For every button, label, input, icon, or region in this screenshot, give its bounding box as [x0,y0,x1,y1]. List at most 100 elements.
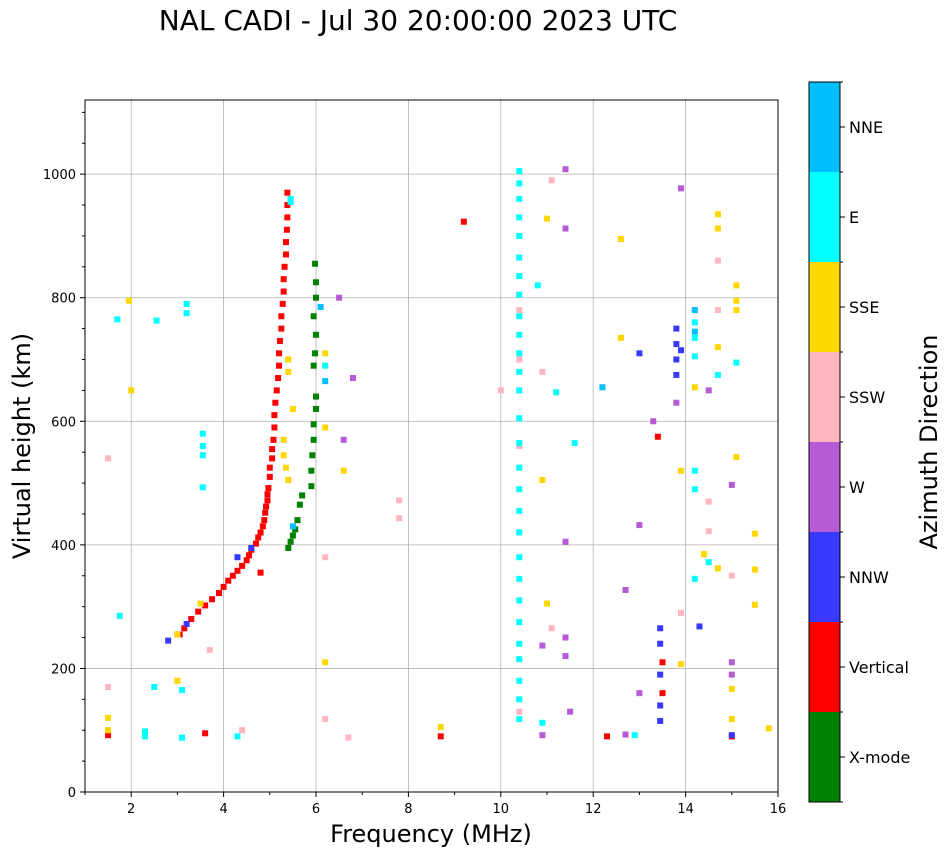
data-point-vertical [266,473,273,480]
data-point-vertical [273,387,280,394]
data-point-sse [733,282,740,289]
colorbar-tick-label: X-mode [849,748,910,767]
data-point-x-mode [313,331,319,338]
data-point-e [516,168,523,175]
data-point-sse [714,344,721,351]
data-point-e [516,619,523,626]
data-point-x-mode [312,350,319,357]
data-point-x-mode [313,405,319,412]
data-point-vertical [202,730,209,737]
data-point-vertical [284,202,291,209]
data-point-nnw [673,325,680,332]
data-point-vertical [276,362,283,369]
data-point-sse [105,714,112,721]
data-point-vertical [225,577,232,584]
data-point-sse [617,334,624,341]
data-point-sse [751,566,758,573]
data-point-nnw [657,717,664,724]
data-point-sse [105,727,112,734]
data-point-ssw [322,716,329,723]
data-point-e [553,389,560,396]
data-point-sse [322,424,329,431]
data-point-nnw [636,350,643,357]
data-point-sse [765,725,772,732]
data-point-nnw [248,544,255,551]
data-point-ssw [516,307,523,314]
data-point-vertical [269,446,276,453]
x-tick-label: 16 [770,802,787,817]
colorbar-tick-label: SSE [849,298,879,317]
data-point-e [516,677,523,684]
data-point-e [116,612,123,619]
colorbar-frame [808,81,841,803]
data-point-nnw [657,625,664,632]
data-point-sse [128,387,135,394]
data-point-nne [691,328,698,335]
y-tick-label: 200 [51,662,76,677]
data-point-sse [322,659,329,666]
data-point-w [650,418,657,425]
data-point-vertical [181,625,188,632]
data-point-w [636,690,643,697]
data-point-e [183,300,190,307]
data-point-e [153,317,160,324]
data-point-nnw [657,702,664,709]
data-point-x-mode [310,436,317,443]
data-point-vertical [262,509,269,516]
data-point-e [322,362,329,369]
data-point-e [179,734,186,741]
data-point-vertical [234,567,241,574]
data-point-e [516,554,523,561]
data-point-sse [751,601,758,608]
data-point-vertical [283,226,290,233]
data-point-e [234,733,241,740]
y-tick-label: 800 [51,292,76,307]
data-point-x-mode [313,393,319,400]
data-point-ssw [516,708,523,715]
data-point-vertical [255,534,262,541]
data-point-e [516,656,523,663]
data-point-vertical [105,732,112,739]
data-point-e [287,198,294,205]
data-point-nne [691,307,698,314]
y-tick-label: 0 [68,786,76,801]
data-point-vertical [604,733,611,740]
data-point-vertical [278,313,285,320]
data-point-vertical [280,288,287,295]
data-point-sse [714,211,721,218]
data-point-ssw [396,515,403,522]
data-point-vertical [252,540,259,547]
data-point-sse [125,297,132,304]
colorbar-swatch [809,82,840,172]
data-point-nnw [673,341,680,348]
data-point-vertical [271,412,278,419]
x-tick-label: 8 [404,802,412,817]
data-point-sse [280,452,287,459]
data-point-x-mode [285,544,292,551]
data-point-vertical [265,485,272,492]
data-point-vertical [269,455,276,462]
data-point-e [516,232,523,239]
data-point-e [714,371,721,378]
plot-frame [84,99,779,793]
data-point-ssw [206,646,213,653]
data-point-vertical [229,572,236,579]
data-point-sse [714,225,721,232]
data-point-sse [714,565,721,572]
colorbar-swatch [809,622,840,712]
colorbar-swatch [809,262,840,352]
colorbar-tick-label: E [849,208,859,227]
data-point-vertical [284,189,291,196]
data-point-x-mode [309,452,316,459]
y-tick-label: 400 [51,539,76,554]
data-point-sse [285,476,292,483]
data-point-ssw [239,727,246,734]
data-point-nne [599,384,606,391]
data-point-sse [174,631,181,638]
data-point-ssw [705,498,712,505]
data-point-sse [289,405,296,412]
data-point-w [728,481,735,488]
data-point-e [705,559,712,566]
data-point-sse [285,368,292,375]
